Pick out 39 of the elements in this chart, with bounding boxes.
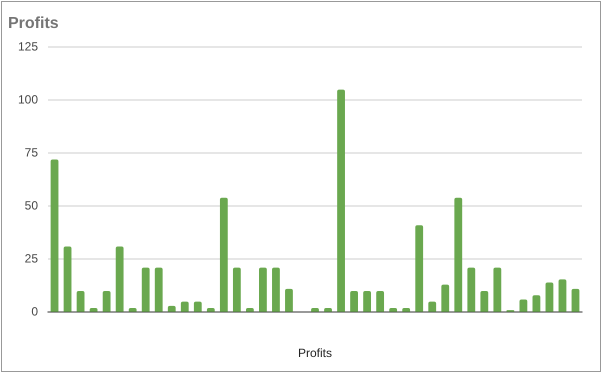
bar (467, 268, 476, 312)
bar (180, 302, 189, 312)
bar (376, 291, 384, 312)
bar (558, 279, 566, 312)
bar (337, 90, 345, 312)
bar (519, 299, 528, 312)
bar (142, 268, 150, 312)
bar (168, 306, 176, 312)
bar (64, 246, 72, 312)
y-tick-label: 75 (24, 146, 38, 160)
chart-title: Profits (8, 15, 59, 32)
y-tick-label: 125 (18, 40, 38, 54)
bar (272, 268, 280, 312)
bar (493, 268, 502, 312)
bar (546, 282, 554, 312)
x-axis-title: Profits (298, 346, 332, 360)
bar (428, 302, 436, 312)
bar (102, 291, 111, 312)
y-tick-label: 0 (31, 304, 38, 319)
y-tick-label: 50 (24, 198, 38, 213)
bar (154, 268, 163, 312)
bar (532, 295, 540, 312)
bar (220, 198, 228, 312)
bar (572, 288, 580, 312)
bar (232, 268, 241, 312)
bar (350, 291, 358, 312)
y-tick-label: 100 (18, 92, 38, 107)
bar (363, 291, 372, 312)
bar (194, 302, 202, 312)
bar (441, 284, 450, 312)
bar (285, 288, 293, 312)
bar (259, 268, 267, 312)
bar (116, 246, 124, 312)
bar (50, 160, 58, 312)
bar (454, 198, 462, 312)
y-tick-label: 25 (24, 252, 38, 266)
bar (480, 291, 488, 312)
bar (76, 291, 84, 312)
bar (415, 225, 424, 312)
